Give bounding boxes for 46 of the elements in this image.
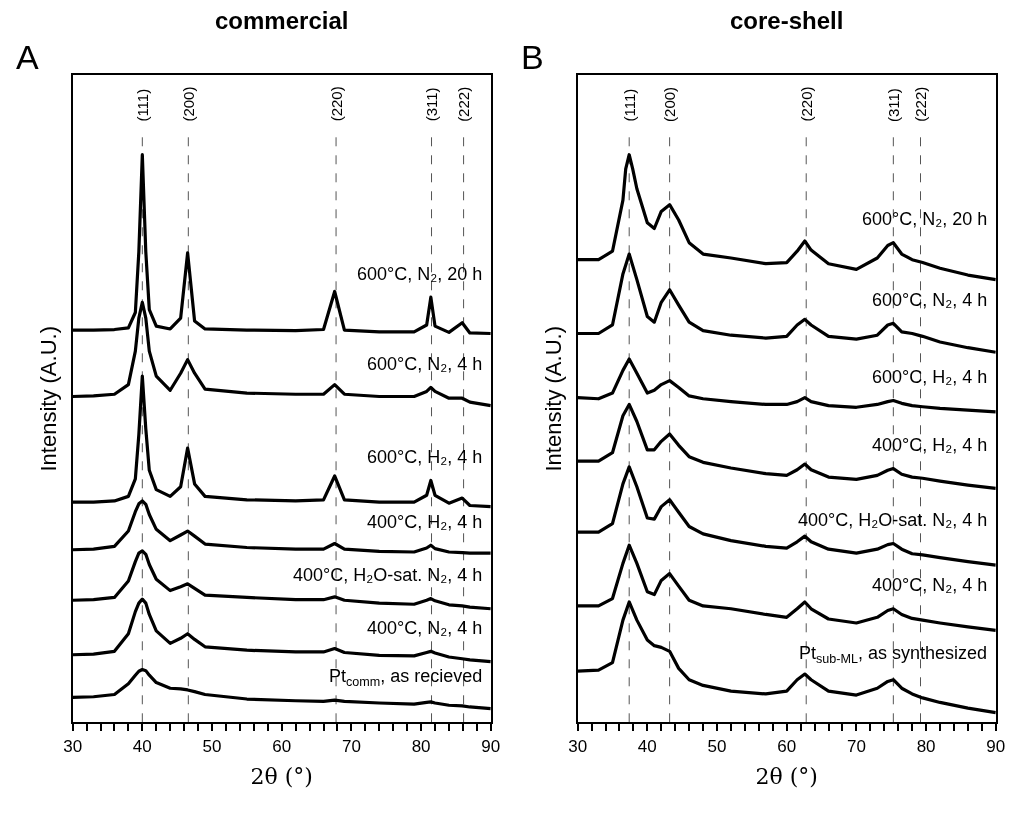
text: A: [16, 38, 39, 76]
annotation: 600°C, N₂, 4 h: [367, 354, 483, 374]
x-tick-label: 40: [637, 736, 657, 756]
text: (311): [422, 87, 440, 122]
text: (200): [180, 86, 198, 122]
annotation: 600°C, N₂, 20 h: [862, 209, 988, 229]
x-tick-label: 50: [707, 736, 727, 756]
x-tick-label: 60: [777, 736, 797, 756]
annotation: 400°C, N₂, 4 h: [872, 575, 988, 595]
text: (200): [661, 86, 679, 122]
x-tick-label: 80: [411, 736, 431, 756]
text: (220): [797, 86, 815, 122]
x-tick-label: 70: [341, 736, 361, 756]
annotation: 600°C, H₂, 4 h: [872, 367, 988, 387]
x-tick-label: 80: [916, 736, 936, 756]
annotation: 400°C, H₂O-sat. N₂, 4 h: [798, 510, 988, 530]
y-axis-title: Intensity (A.U.): [540, 326, 566, 472]
y-axis-title: Intensity (A.U.): [35, 326, 61, 472]
x-tick-label: 90: [481, 736, 501, 756]
text: (222): [912, 86, 930, 122]
annotation: 400°C, H₂, 4 h: [872, 435, 988, 455]
x-tick-label: 30: [63, 736, 83, 756]
chart-title: commercial: [215, 7, 349, 34]
annotation: 400°C, H₂O-sat. N₂, 4 h: [293, 565, 483, 585]
x-axis-title: 2θ (°): [755, 764, 818, 790]
annotation: Pt$_{comm}$, as recieved: [329, 666, 483, 689]
text: (111): [620, 88, 638, 122]
annotation: 600°C, N₂, 20 h: [357, 264, 483, 284]
text: (111): [134, 88, 152, 122]
annotation: Pt$_{sub-ML}$, as synthesized: [799, 643, 988, 666]
text: B: [521, 38, 544, 76]
annotation: 400°C, N₂, 4 h: [367, 618, 483, 638]
x-tick-label: 60: [272, 736, 292, 756]
text: (311): [884, 88, 902, 123]
annotation: 600°C, N₂, 4 h: [872, 290, 988, 310]
text: (222): [455, 86, 473, 122]
text: (220): [327, 86, 345, 122]
x-tick-label: 50: [202, 736, 222, 756]
chart-title: core-shell: [730, 7, 844, 34]
x-axis-title: 2θ (°): [250, 764, 313, 790]
annotation: 400°C, H₂, 4 h: [367, 512, 483, 532]
x-tick-label: 90: [986, 736, 1006, 756]
annotation: 600°C, H₂, 4 h: [367, 447, 483, 467]
x-tick-label: 30: [568, 736, 588, 756]
x-tick-label: 40: [132, 736, 152, 756]
x-tick-label: 70: [846, 736, 866, 756]
